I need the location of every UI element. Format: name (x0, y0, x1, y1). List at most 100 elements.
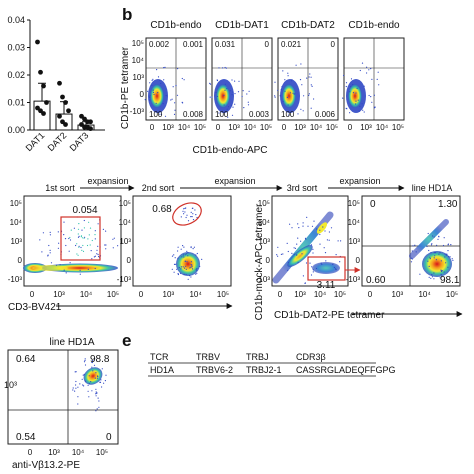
sort3-event (324, 230, 326, 232)
panel-b-event (345, 82, 348, 84)
panel-d-event (84, 359, 86, 362)
panel-d-event (94, 358, 96, 360)
panel-c-y-tick: 0 (356, 256, 361, 265)
sort3-event (296, 243, 298, 245)
sort3-event (301, 253, 303, 255)
panel-b-y-label: CD1b-PE tetramer (120, 46, 131, 129)
panel-b-ul-value: 0.002 (149, 40, 170, 49)
sort2-event (191, 266, 193, 268)
panel-b-x-tick: 10³ (228, 123, 240, 132)
sort1-event (81, 249, 83, 251)
panel-b-event (248, 90, 250, 92)
sort1-event (57, 247, 60, 249)
panel-b-density (216, 84, 230, 108)
panel-d-event (92, 360, 94, 362)
panel-b-event (181, 77, 183, 80)
panel-b-event (227, 106, 230, 108)
sort1-event (91, 239, 93, 242)
sort3-event (277, 255, 279, 257)
panel-b-plot-title: CD1b-endo (150, 20, 202, 31)
sort2-event (175, 263, 177, 265)
panel-e-table: TCR TRBV TRBJ CDR3β HD1A TRBV6-2 TRBJ2-1 CASSRG… (148, 352, 396, 377)
sort1-event (76, 253, 78, 255)
line-event (444, 253, 446, 255)
panel-b-event (279, 95, 281, 97)
sort3-event (291, 252, 293, 254)
sort3-event (316, 228, 318, 230)
line-event (439, 252, 441, 254)
panel-b: CD1b-PE tetramer CD1b-endo-APC CD1b-endo… (120, 20, 405, 156)
line-event (447, 244, 449, 246)
panel-b-event (149, 99, 151, 101)
sort3-event (311, 266, 313, 268)
panel-a: 0.04 0.03 0.02 0.01 0.00 DAT1 DAT2 DAT3 (7, 15, 105, 153)
panel-d-event (75, 371, 77, 373)
panel-d-event (98, 400, 100, 402)
panel-d-event (82, 384, 84, 386)
panel-b-event (303, 95, 305, 97)
panel-d-x-tick: 10⁵ (96, 448, 108, 457)
panel-a-point (44, 100, 49, 105)
sort3-event (337, 240, 339, 242)
step-expansion-2: expansion (214, 176, 255, 186)
sort3-event (323, 247, 325, 249)
sort3-event (276, 254, 278, 256)
line-event (430, 277, 432, 279)
sort2-event (195, 273, 197, 275)
line-event (450, 244, 452, 246)
line-ul-value: 0 (370, 199, 376, 210)
panel-c-y-tick: 10⁴ (258, 218, 271, 227)
panel-b-event (300, 63, 302, 65)
sort2-event (186, 250, 188, 252)
sort1-event (78, 235, 80, 237)
panel-d-event (105, 374, 107, 376)
line-event (411, 258, 413, 260)
panel-b-event (277, 89, 279, 91)
panel-b-event (211, 96, 213, 98)
panel-a-y-tick-label: 0.01 (7, 98, 25, 108)
panel-b-plot: CD1b-DAT1 0.031 0 100 0.003 0 10³ 10⁴ 10⁵ (209, 20, 273, 132)
sort3-event (291, 227, 293, 229)
sort1-event (86, 244, 89, 247)
panel-a-category-label: DAT3 (68, 130, 91, 153)
panel-b-event (173, 113, 176, 115)
panel-b-event (359, 105, 361, 107)
panel-b-event (156, 69, 158, 71)
panel-b-event (175, 85, 177, 87)
panel-b-x-label: CD1b-endo-APC (192, 145, 267, 156)
sort1-event (88, 221, 90, 223)
sort2-event (174, 257, 176, 259)
panel-b-event (247, 101, 249, 103)
panel-b-y-tick: 10⁴ (132, 56, 145, 65)
panel-b-event (241, 95, 243, 98)
panel-d-x-tick: 0 (28, 448, 33, 457)
sort2-event (180, 268, 182, 270)
panel-c-y-tick: -10³ (256, 275, 271, 284)
panel-b-event (310, 76, 312, 78)
sort1-event (70, 229, 72, 231)
panel-b-event (373, 94, 375, 96)
panel-e-header-cell: TCR (150, 352, 169, 362)
sort2-event (171, 268, 173, 270)
sort2-event (192, 248, 194, 250)
panel-b-event (287, 75, 289, 77)
panel-d-event (83, 385, 85, 387)
panel-b-event (356, 87, 358, 89)
panel-d-event (103, 382, 105, 384)
panel-c-x-tick: 10⁵ (217, 290, 229, 299)
panel-b-event (370, 96, 372, 98)
panel-d-event (95, 388, 97, 390)
sort3-event (313, 220, 315, 222)
sort1-event (65, 272, 67, 274)
panel-c-x-tick: 10³ (163, 290, 175, 299)
line-event (445, 254, 447, 256)
sort2-event (190, 246, 192, 248)
sort1-event (65, 244, 67, 247)
panel-d-event (96, 392, 98, 394)
panel-b-x-tick: 10⁵ (260, 123, 272, 132)
panel-b-event (218, 112, 220, 114)
panel-b-event (300, 108, 302, 110)
line-event (444, 256, 446, 258)
sort1-event (78, 246, 80, 248)
line-event (430, 252, 432, 254)
